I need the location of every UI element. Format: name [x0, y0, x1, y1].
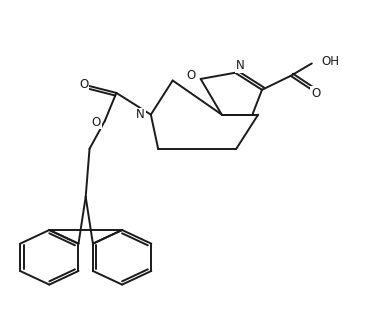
Text: O: O	[92, 116, 101, 129]
Text: O: O	[311, 87, 320, 100]
Text: O: O	[186, 69, 196, 82]
Text: O: O	[79, 78, 88, 91]
Text: N: N	[235, 59, 244, 72]
Text: N: N	[136, 108, 145, 121]
Text: OH: OH	[322, 55, 339, 68]
